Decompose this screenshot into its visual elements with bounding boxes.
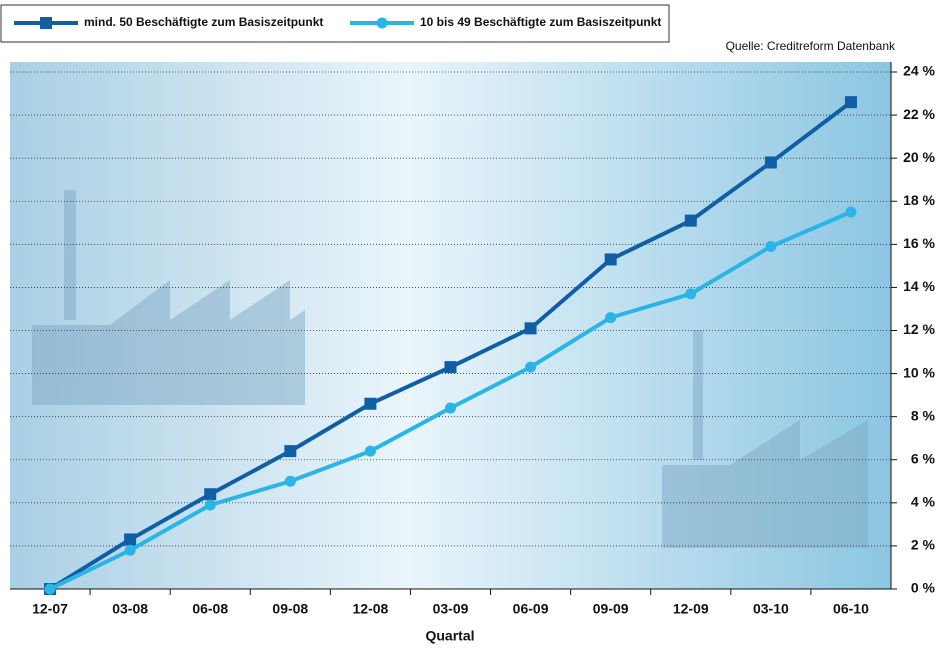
chart: Quelle: Creditreform Datenbank Quartal 0… xyxy=(0,0,939,650)
legend-marker xyxy=(377,18,388,29)
y-tick-label: 12 % xyxy=(903,321,935,337)
marker xyxy=(364,398,376,410)
y-tick-label: 22 % xyxy=(903,106,935,122)
marker xyxy=(765,156,777,168)
x-tick-label: 03-10 xyxy=(753,601,789,617)
x-axis-label: Quartal xyxy=(425,628,474,644)
marker xyxy=(124,533,136,545)
marker xyxy=(525,362,536,373)
marker xyxy=(685,215,697,227)
x-tick-label: 06-10 xyxy=(833,601,869,617)
marker xyxy=(605,312,616,323)
x-tick-label: 09-09 xyxy=(593,601,629,617)
x-tick-label: 12-07 xyxy=(32,601,68,617)
y-tick-label: 2 % xyxy=(911,537,936,553)
legend-label: mind. 50 Beschäftigte zum Basiszeitpunkt xyxy=(84,15,323,29)
marker xyxy=(45,584,56,595)
y-tick-label: 16 % xyxy=(903,235,935,251)
y-tick-label: 6 % xyxy=(911,450,936,466)
marker xyxy=(125,545,136,556)
marker xyxy=(685,288,696,299)
x-tick-label: 09-08 xyxy=(272,601,308,617)
source-note: Quelle: Creditreform Datenbank xyxy=(726,39,896,53)
x-tick-label: 06-08 xyxy=(192,601,228,617)
legend-label: 10 bis 49 Beschäftigte zum Basiszeitpunk… xyxy=(420,15,661,29)
marker xyxy=(285,476,296,487)
marker xyxy=(365,446,376,457)
marker xyxy=(845,96,857,108)
y-tick-label: 24 % xyxy=(903,63,935,79)
x-tick-label: 12-08 xyxy=(353,601,389,617)
x-tick-label: 06-09 xyxy=(513,601,549,617)
y-tick-label: 14 % xyxy=(903,278,935,294)
marker xyxy=(445,403,456,414)
marker xyxy=(445,361,457,373)
y-tick-label: 10 % xyxy=(903,364,935,380)
marker xyxy=(205,499,216,510)
x-tick-label: 03-08 xyxy=(112,601,148,617)
marker xyxy=(284,445,296,457)
y-tick-label: 4 % xyxy=(911,494,936,510)
marker xyxy=(605,253,617,265)
marker xyxy=(525,322,537,334)
legend-marker xyxy=(40,17,52,29)
y-tick-label: 8 % xyxy=(911,407,936,423)
y-tick-label: 0 % xyxy=(911,580,936,596)
y-tick-label: 18 % xyxy=(903,192,935,208)
x-tick-label: 03-09 xyxy=(433,601,469,617)
marker xyxy=(845,207,856,218)
y-tick-label: 20 % xyxy=(903,149,935,165)
x-tick-label: 12-09 xyxy=(673,601,709,617)
marker xyxy=(765,241,776,252)
marker xyxy=(204,488,216,500)
